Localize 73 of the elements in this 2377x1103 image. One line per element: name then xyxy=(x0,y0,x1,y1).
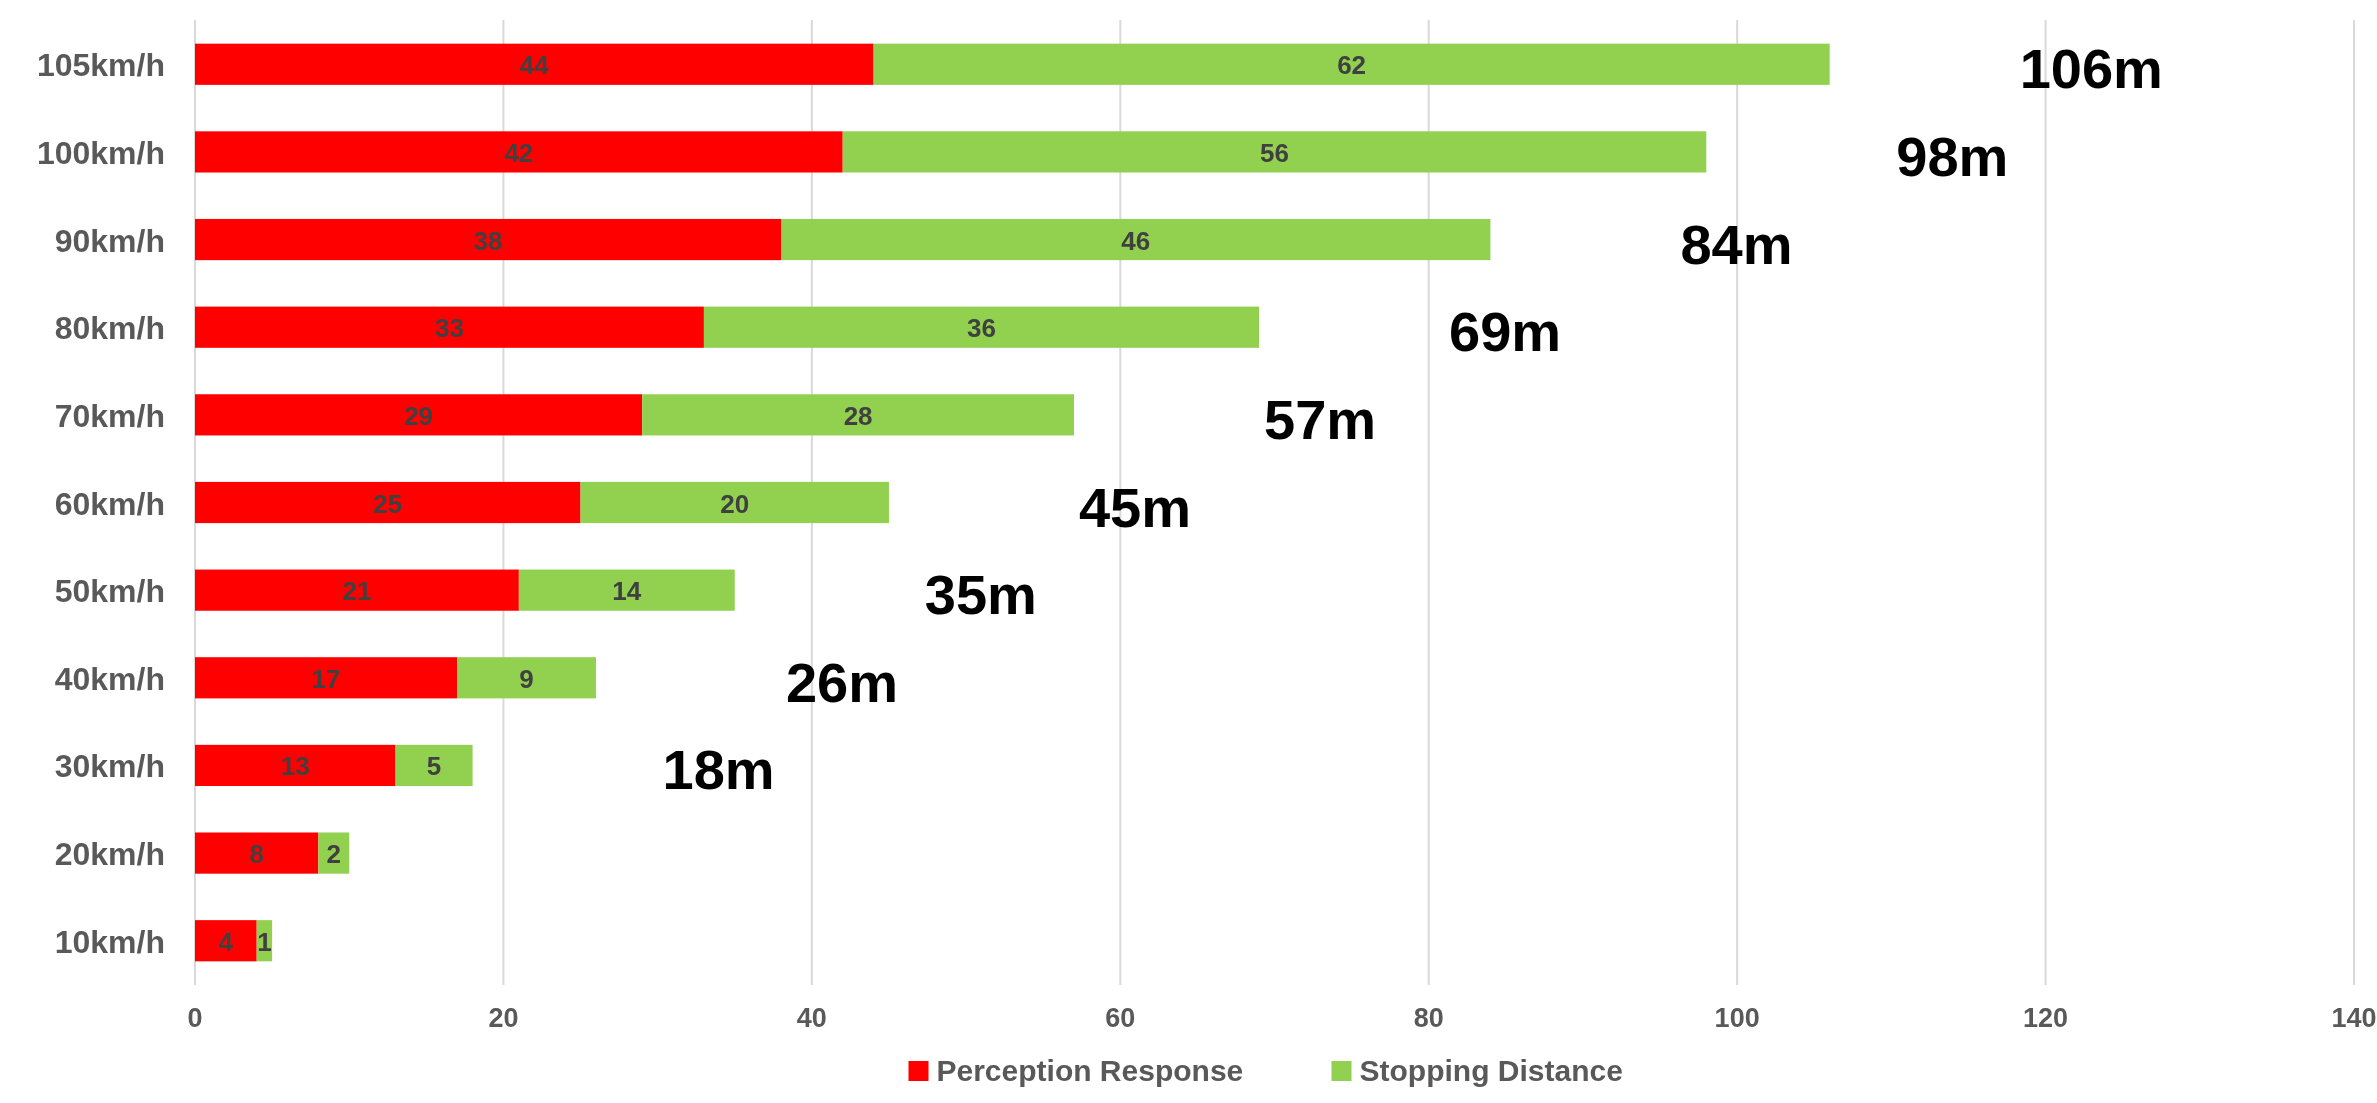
bar xyxy=(518,569,735,611)
bar xyxy=(195,481,581,524)
data-label: 13 xyxy=(280,751,310,782)
annotation: 98m xyxy=(1896,124,2009,188)
annotation: 106m xyxy=(2019,37,2163,101)
y-tick-label: 70km/h xyxy=(54,397,165,434)
y-tick-label: 40km/h xyxy=(54,660,165,697)
annotation: 57m xyxy=(1264,387,1377,451)
data-label: 46 xyxy=(1121,225,1151,256)
bar xyxy=(195,131,843,173)
data-label: 4 xyxy=(218,926,234,957)
bar xyxy=(642,394,1075,436)
x-tick-label: 80 xyxy=(1413,1003,1444,1033)
y-tick-label: 10km/h xyxy=(54,923,165,960)
annotation: 45m xyxy=(1078,475,1192,539)
bar xyxy=(395,744,473,787)
y-tick-label: 100km/h xyxy=(36,134,165,171)
bar xyxy=(457,657,596,699)
data-label: 56 xyxy=(1260,137,1289,168)
data-label: 21 xyxy=(342,576,372,607)
y-tick-label: 90km/h xyxy=(54,222,165,259)
annotation: 26m xyxy=(785,650,899,714)
bar xyxy=(195,920,257,962)
bar xyxy=(781,218,1491,261)
bar xyxy=(580,481,889,524)
bar xyxy=(195,569,519,611)
bar xyxy=(195,657,458,699)
legend-label: Perception Response xyxy=(936,1054,1244,1087)
annotation: 84m xyxy=(1680,212,1793,276)
data-label: 9 xyxy=(519,663,534,694)
x-tick-label: 0 xyxy=(187,1003,203,1033)
x-tick-label: 20 xyxy=(488,1003,519,1033)
bar xyxy=(195,218,782,261)
bar xyxy=(195,394,643,436)
data-label: 28 xyxy=(843,400,873,431)
data-label: 14 xyxy=(612,576,642,607)
data-label: 36 xyxy=(967,313,996,344)
y-tick-label: 80km/h xyxy=(54,310,165,347)
y-tick-label: 60km/h xyxy=(54,485,165,522)
data-label: 44 xyxy=(519,50,550,81)
data-label: 25 xyxy=(373,488,403,519)
y-tick-label: 50km/h xyxy=(54,573,165,610)
bar xyxy=(703,306,1260,348)
data-label: 5 xyxy=(426,751,442,782)
bar xyxy=(195,832,319,874)
data-label: 29 xyxy=(404,400,434,431)
x-tick-label: 60 xyxy=(1105,1003,1136,1033)
data-label: 2 xyxy=(326,839,342,870)
data-label: 1 xyxy=(257,926,272,957)
data-label: 42 xyxy=(504,137,534,168)
annotation: 69m xyxy=(1449,300,1562,364)
y-tick-label: 20km/h xyxy=(54,836,165,873)
bar xyxy=(873,43,1830,85)
bar xyxy=(842,131,1707,173)
data-label: 38 xyxy=(473,225,503,256)
y-tick-label: 105km/h xyxy=(36,47,165,84)
data-label: 20 xyxy=(720,488,750,519)
data-label: 8 xyxy=(249,839,264,870)
data-label: 62 xyxy=(1337,50,1367,81)
data-label: 33 xyxy=(434,313,464,344)
bar xyxy=(195,43,874,85)
bar xyxy=(318,832,350,874)
x-tick-label: 120 xyxy=(2023,1003,2069,1033)
x-tick-label: 40 xyxy=(796,1003,827,1033)
y-tick-label: 30km/h xyxy=(54,748,165,785)
x-tick-label: 140 xyxy=(2331,1003,2377,1033)
bar xyxy=(195,744,396,787)
annotation: 35m xyxy=(924,563,1037,627)
legend-label: Stopping Distance xyxy=(1359,1054,1623,1087)
annotation: 18m xyxy=(662,738,775,802)
data-label: 17 xyxy=(311,663,341,694)
x-tick-label: 100 xyxy=(1714,1003,1760,1033)
bar xyxy=(195,306,704,348)
